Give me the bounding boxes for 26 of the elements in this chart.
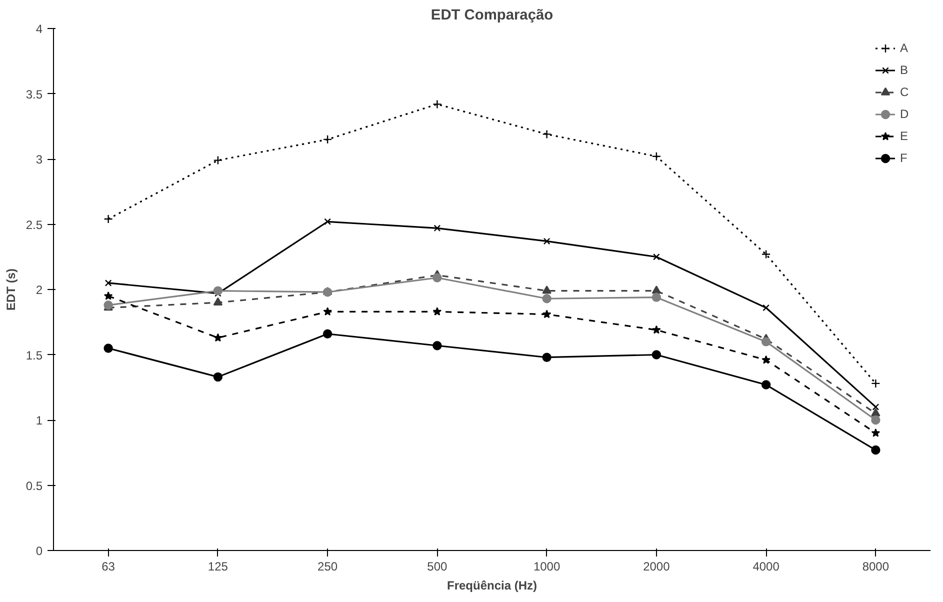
legend-label: C	[900, 85, 910, 99]
y-tick-label: 0.5	[26, 478, 43, 493]
x-tick-label: 1000	[533, 560, 560, 574]
y-tick-label: 4	[36, 22, 43, 36]
chart-title: EDT Comparação	[430, 8, 554, 24]
x-tick-label: 500	[427, 560, 448, 574]
x-tick-label: 125	[208, 560, 228, 574]
x-tick-label: 8000	[862, 560, 890, 574]
y-tick-label: 1	[36, 414, 43, 428]
y-tick-label: 3.5	[26, 87, 43, 102]
y-tick-label: 3	[36, 152, 43, 166]
legend-label: D	[900, 107, 910, 121]
y-tick-label: 2.5	[26, 218, 43, 232]
x-tick-label: 4000	[752, 560, 780, 574]
y-tick-label: 2	[36, 283, 43, 297]
x-tick-label: 63	[102, 560, 116, 574]
y-tick-label: 1.5	[26, 348, 43, 362]
legend-label: E	[900, 129, 910, 143]
x-tick-label: 250	[318, 560, 338, 574]
legend-label: B	[900, 63, 910, 77]
x-axis-title: Freqüência (Hz)	[446, 578, 538, 592]
legend-label: A	[900, 41, 910, 55]
y-axis-title: EDT (s)	[4, 268, 18, 310]
legend-label: F	[900, 151, 908, 165]
y-tick-label: 0	[36, 544, 43, 558]
x-tick-label: 2000	[643, 560, 670, 574]
